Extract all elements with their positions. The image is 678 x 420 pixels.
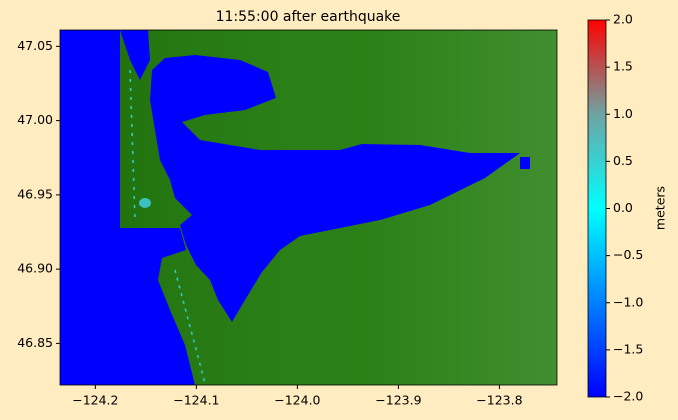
x-tick-label: −124.1 (173, 393, 219, 408)
x-tick-label: −124.2 (72, 393, 118, 408)
colorbar-tick-label: −1.0 (613, 294, 643, 309)
y-tick-label: 46.90 (17, 261, 53, 276)
map-raster (60, 30, 557, 385)
x-tick-label: −123.8 (476, 393, 522, 408)
shallow-water (174, 269, 206, 384)
chart-title: 11:55:00 after earthquake (216, 9, 401, 25)
colorbar-tick-label: 1.5 (613, 59, 633, 74)
ocean (118, 228, 195, 385)
colorbar (587, 19, 607, 398)
colorbar-tick-label: 2.0 (613, 12, 633, 27)
y-tick-label: 47.00 (17, 112, 53, 127)
colorbar-tick-label: 0.0 (613, 200, 633, 215)
bay (150, 55, 520, 322)
shallow-water (139, 198, 151, 208)
colorbar-tick-label: 0.5 (613, 153, 633, 168)
plot-frame (59, 29, 558, 386)
colorbar-tick-label: 1.0 (613, 106, 633, 121)
channel (120, 30, 150, 80)
colorbar-tick-label: −1.5 (613, 341, 643, 356)
pond (520, 157, 530, 169)
ocean (60, 30, 120, 385)
colorbar-tick-label: −0.5 (613, 247, 643, 262)
y-tick-label: 46.95 (17, 186, 53, 201)
colorbar-label: meters (653, 186, 668, 230)
colorbar-tick-label: −2.0 (613, 389, 643, 404)
y-tick-label: 46.85 (17, 335, 53, 350)
y-tick-label: 47.05 (17, 38, 53, 53)
x-tick-label: −123.9 (375, 393, 421, 408)
x-tick-label: −124.0 (274, 393, 320, 408)
